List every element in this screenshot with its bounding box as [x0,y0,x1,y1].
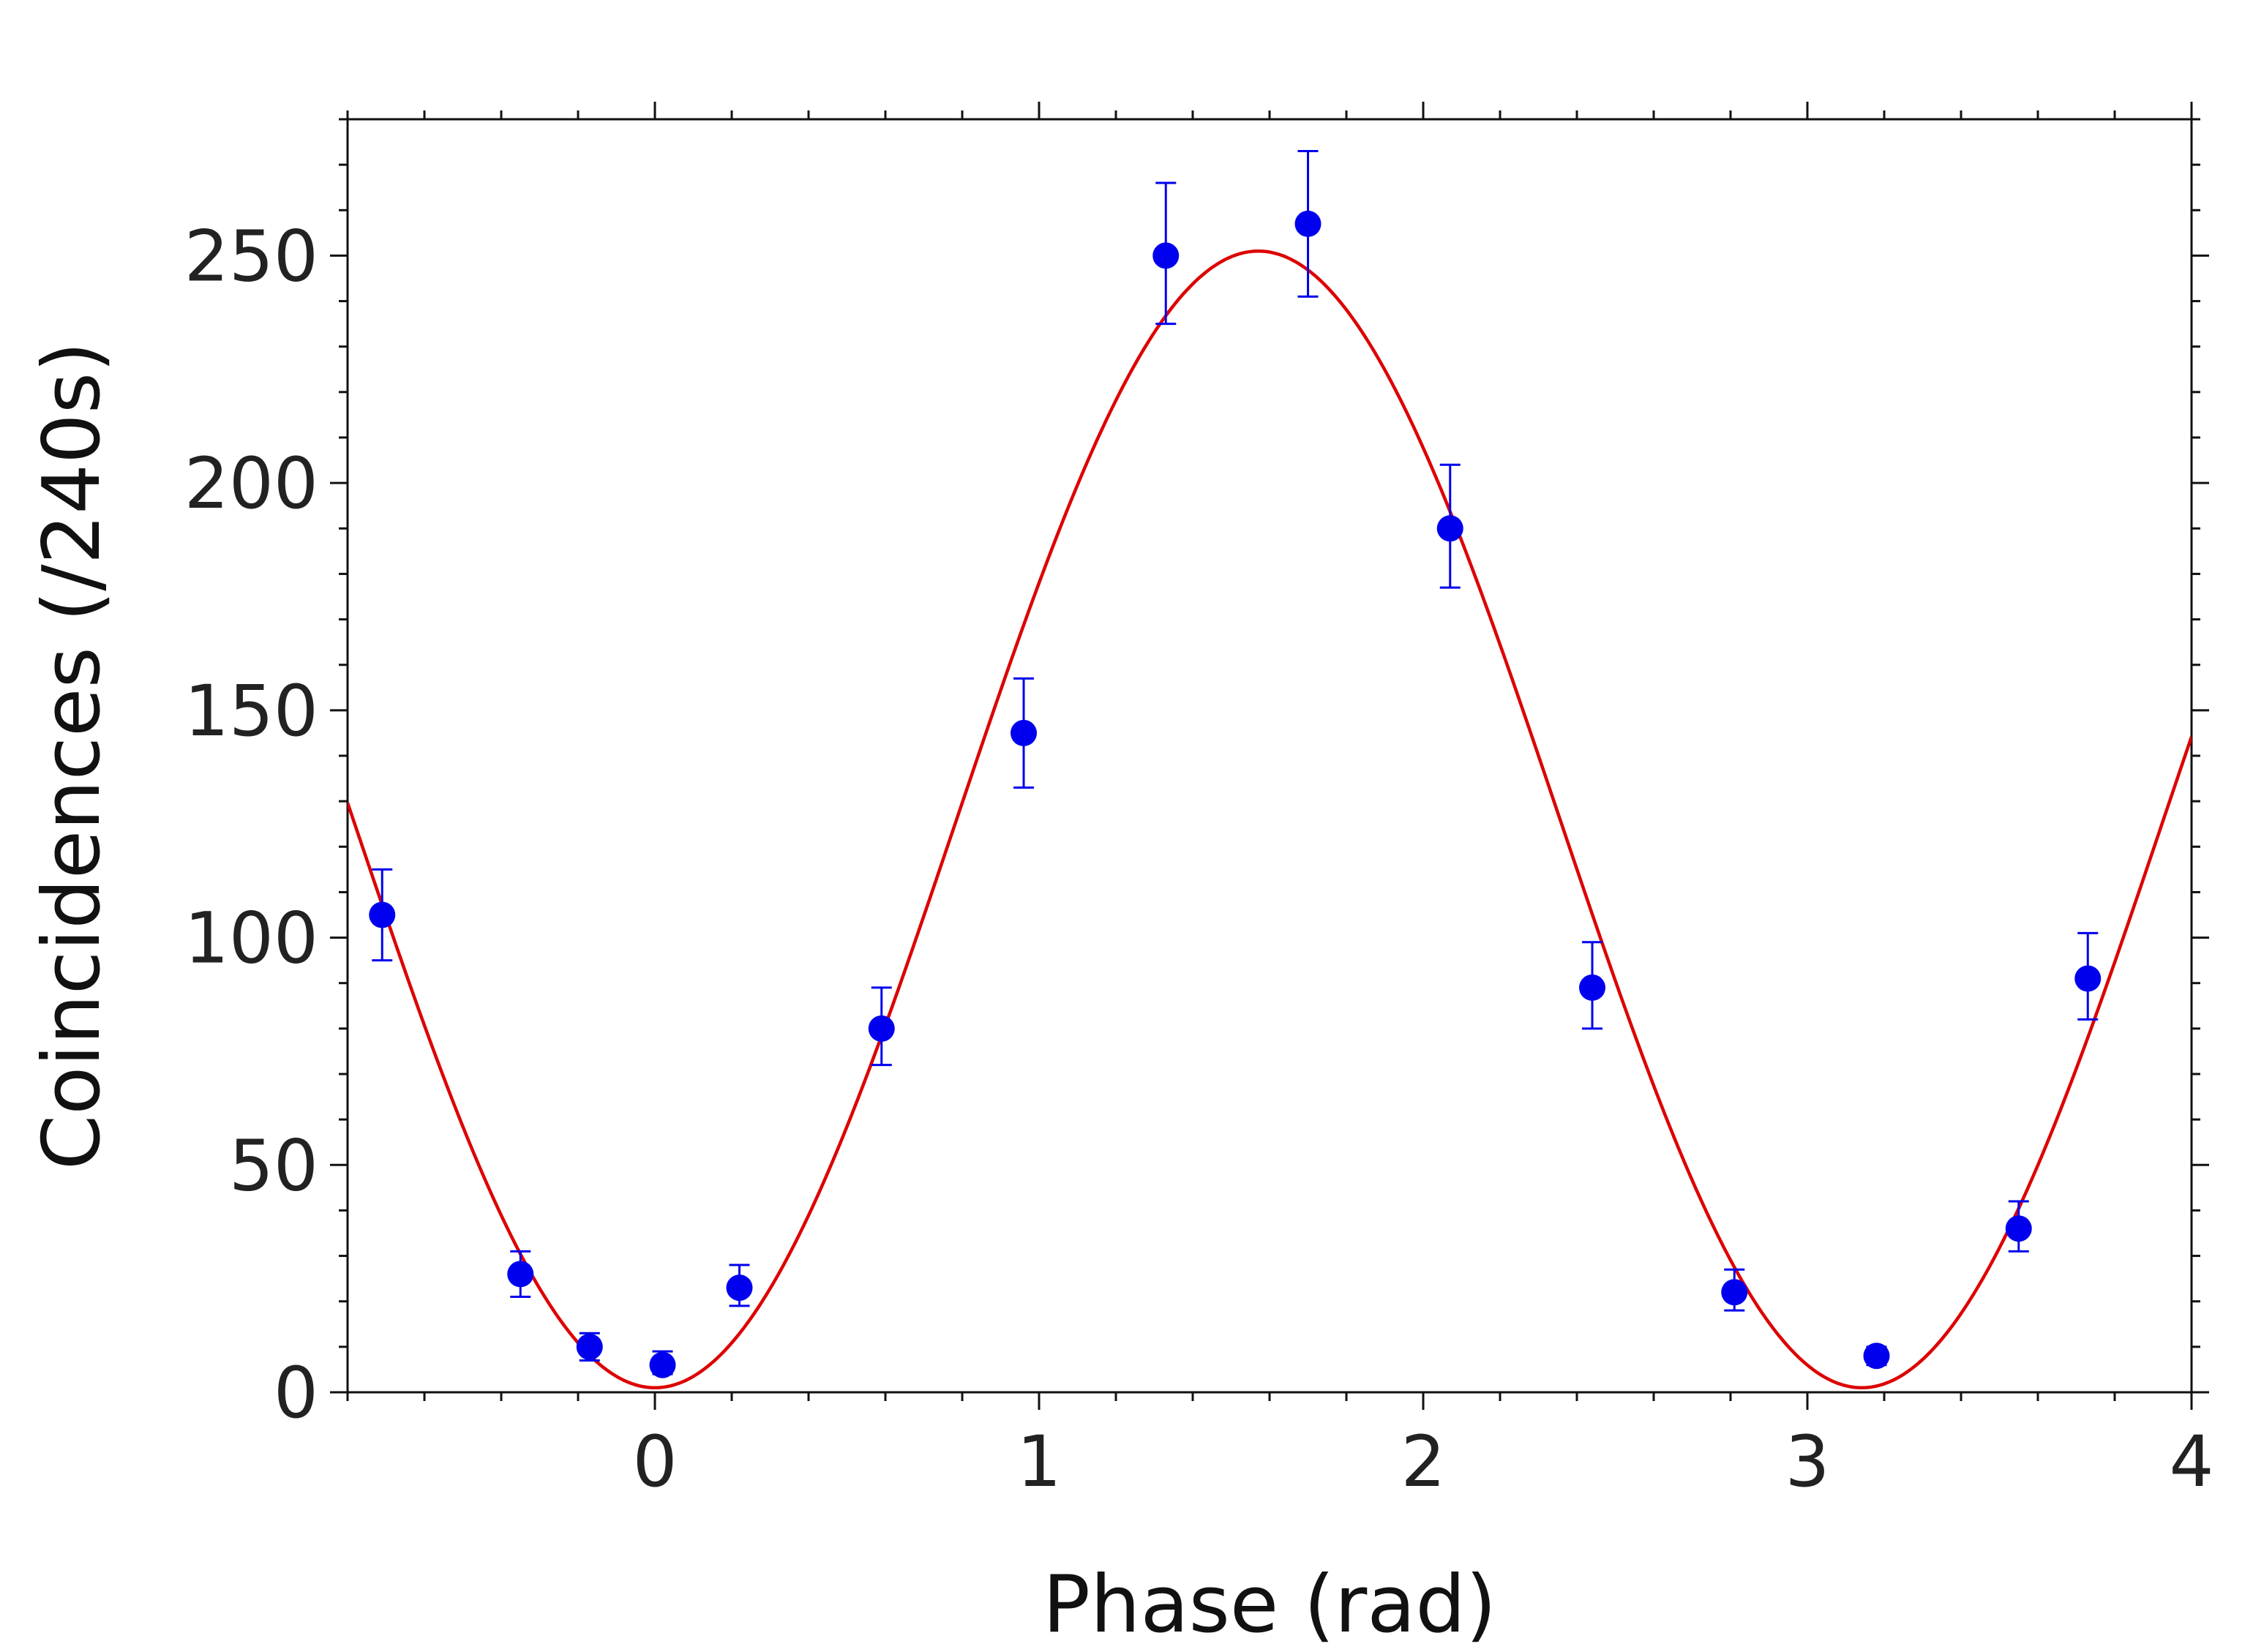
data-point [1579,974,1605,1001]
y-tick-label: 100 [184,898,318,980]
y-axis-title: Coincidences (/240s) [26,342,118,1170]
data-point [2074,965,2102,992]
data-point [1011,719,1037,746]
fit-curve [348,249,2192,1390]
axis-ticks [330,102,2209,1410]
data-point [726,1274,753,1302]
data-point [1436,515,1463,542]
y-tick-label: 50 [229,1125,318,1206]
y-tick-label: 150 [184,670,318,752]
axis-tick-labels: 0 1 2 3 4 0 50 100 150 200 250 [184,215,2214,1503]
data-point [1721,1279,1748,1306]
data-point [1294,210,1322,237]
data-point [868,1015,895,1042]
x-tick-label: 1 [1016,1421,1061,1503]
data-point [1152,242,1180,269]
data-point [507,1261,534,1288]
data-point [1863,1343,1890,1370]
x-axis-title: Phase (rad) [1043,1559,1496,1651]
x-tick-label: 2 [1401,1421,1445,1503]
data-point [649,1351,676,1378]
fit-curve-layer [348,249,2192,1390]
x-tick-label: 4 [2169,1421,2213,1503]
data-point [369,901,396,928]
y-tick-label: 250 [184,215,318,297]
y-tick-label: 0 [274,1352,318,1434]
data-point [2005,1215,2032,1242]
plot-frame [346,118,2193,1394]
x-tick-label: 3 [1785,1421,1829,1503]
data-point [576,1333,603,1360]
x-tick-label: 0 [632,1421,677,1503]
data-points-layer [369,150,2102,1378]
y-tick-label: 200 [184,443,318,525]
